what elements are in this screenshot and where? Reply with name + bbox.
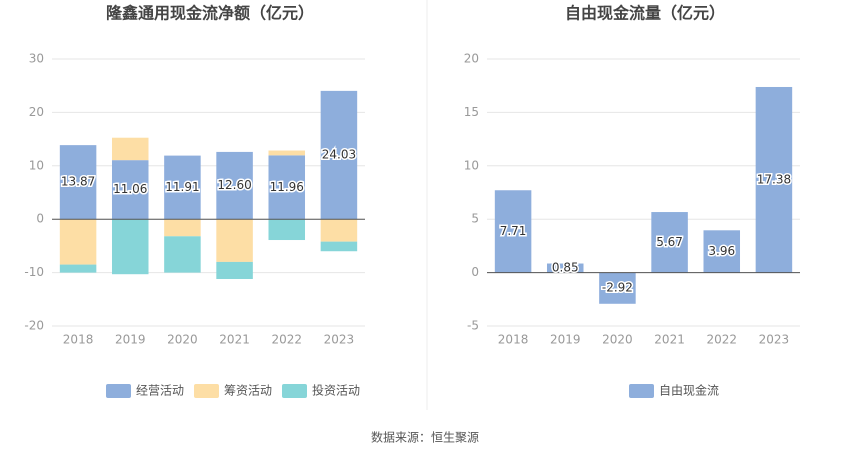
y-tick-label: 10 [464, 158, 479, 172]
bar [111, 137, 149, 161]
y-tick-label: -5 [467, 319, 479, 333]
bar [494, 190, 532, 273]
x-tick-label: 2022 [706, 333, 737, 347]
source: 数据来源：恒生聚源 [371, 430, 479, 445]
bar [320, 219, 358, 242]
legend-label: 投资活动 [312, 383, 360, 398]
bar [216, 219, 253, 262]
bar [164, 155, 201, 220]
y-tick-label: -20 [24, 319, 44, 333]
bar [111, 160, 149, 220]
y-tick-label: 0 [471, 265, 479, 279]
bar [546, 263, 584, 273]
value-label: 3.96 [708, 244, 735, 258]
y-tick-label: -10 [24, 265, 44, 279]
x-tick-label: 2021 [654, 333, 685, 347]
x-tick-label: 2022 [271, 333, 302, 347]
legend-label: 经营活动 [136, 384, 184, 398]
bar [59, 145, 97, 220]
bar [111, 219, 149, 275]
bar [599, 272, 636, 304]
value-label: 11.06 [113, 182, 147, 196]
bar [268, 219, 306, 241]
y-tick-label: 15 [464, 105, 479, 119]
x-tick-label: 2018 [63, 333, 94, 347]
bar [268, 155, 306, 220]
value-label: 12.60 [217, 178, 251, 192]
legend-swatch [106, 384, 131, 398]
value-label: 24.03 [322, 148, 356, 162]
x-tick-label: 2018 [498, 333, 529, 347]
bar [164, 219, 201, 237]
x-tick-label: 2020 [167, 333, 198, 347]
value-label: 0.85 [552, 261, 579, 275]
legend-swatch [629, 384, 654, 398]
bar [216, 151, 253, 220]
y-tick-label: 10 [29, 158, 44, 172]
y-tick-label: 20 [29, 105, 44, 119]
x-tick-label: 2023 [759, 333, 790, 347]
value-label: 11.96 [270, 180, 304, 194]
y-tick-label: 5 [471, 212, 479, 226]
x-tick-label: 2019 [115, 333, 146, 347]
bar [320, 241, 358, 252]
legend-label: 筹资活动 [224, 384, 272, 398]
bar [703, 230, 741, 273]
x-tick-label: 2021 [219, 333, 250, 347]
value-label: 17.38 [757, 172, 791, 186]
bar [320, 90, 358, 220]
bar [755, 86, 793, 273]
legend-swatch [194, 384, 219, 398]
value-label: -2.92 [602, 281, 633, 295]
y-tick-label: 20 [464, 52, 479, 66]
y-tick-label: 0 [36, 212, 44, 226]
value-label: 13.87 [61, 175, 95, 189]
bar [59, 264, 97, 273]
y-tick-label: 30 [29, 52, 44, 66]
bar [59, 219, 97, 265]
value-label: 7.71 [500, 224, 527, 238]
value-label: 11.91 [165, 180, 199, 194]
legend-label: 自由现金流 [659, 383, 719, 398]
bar [164, 236, 201, 273]
x-tick-label: 2023 [324, 333, 355, 347]
bar [268, 150, 306, 156]
bar [651, 212, 688, 273]
x-tick-label: 2020 [602, 333, 633, 347]
chart-title: 隆鑫通用现金流净额（亿元） [106, 4, 314, 23]
value-label: 5.67 [656, 235, 683, 249]
bar [216, 261, 253, 280]
x-tick-label: 2019 [550, 333, 581, 347]
chart-title: 自由现金流量（亿元） [565, 4, 725, 23]
legend-swatch [282, 384, 307, 398]
